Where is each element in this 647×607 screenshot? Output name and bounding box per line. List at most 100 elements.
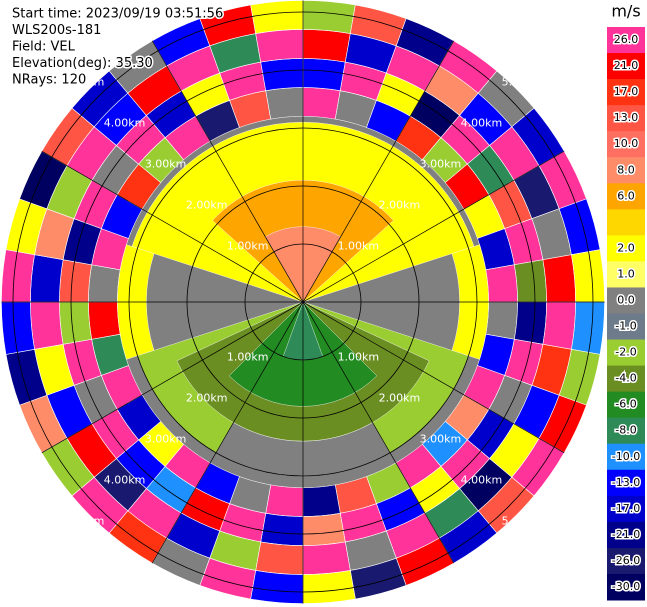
noise-gate [59,301,93,345]
range-label: 3.00km [420,158,462,171]
colorbar-segment [607,209,645,236]
noise-gate [542,301,576,350]
noise-gate [1,249,35,303]
colorbar-label: 2.0 [617,241,635,254]
colorbar-segment [607,365,645,393]
colorbar-title: m/s [611,2,640,21]
range-label: 1.00km [227,350,269,363]
noise-gate [302,484,341,517]
range-label: 3.00km [145,158,187,171]
noise-gate [265,87,304,120]
noise-gate [88,301,121,340]
colorbar-label: 0.0 [617,293,635,306]
colorbar-label: 21.0 [614,59,639,72]
range-ring [128,127,478,477]
noise-gate [485,264,518,303]
header-line: WLS200s-181 [12,23,101,38]
header-line: Field: VEL [12,40,76,55]
header-line: NRays: 120 [12,73,86,88]
range-label: 5.00km [502,514,544,527]
noise-gate [250,0,304,34]
colorbar-label: 8.0 [617,163,635,176]
noise-gate [302,512,346,546]
noise-gate [30,254,64,303]
noise-gate [255,541,304,575]
colorbar-label: -17.0 [612,502,640,515]
colorbar-segment [607,573,645,601]
range-label: 3.00km [420,432,462,445]
colorbar-segment [607,157,645,184]
noise-gate [88,264,121,303]
colorbar-label: -30.0 [612,580,640,593]
noise-gate [302,0,356,34]
range-label: 5.00km [63,76,105,89]
colorbar-segment [607,469,645,497]
colorbar-label: -21.0 [612,528,640,541]
colorbar-label: 10.0 [614,137,639,150]
colorbar-segment [607,391,645,419]
range-label: 2.00km [186,199,228,212]
noise-gate [302,570,356,604]
noise-gate [302,541,351,575]
colorbar-segment [607,495,645,523]
range-label: 5.00km [502,76,544,89]
range-label: 1.00km [227,240,269,253]
colorbar-label: 1.0 [617,267,635,280]
noise-gate [255,29,304,63]
colorbar-label: -1.0 [615,320,636,333]
colorbar-label: -8.0 [615,424,636,437]
colorbar-segment [607,105,645,132]
range-ring [12,11,594,593]
colorbar-segment [607,417,645,445]
colorbar-segment [607,339,645,367]
colorbar: m/s 26.0 21.0 17.0 13.0 10.0 8.0 6.0 2.0 1.0 0.0 -1… [607,2,645,601]
noise-gate [30,301,64,350]
range-label: 5.00km [63,514,105,527]
noise-gate [250,570,304,604]
noise-gate [1,301,35,355]
header: Start time: 2023/09/19 03:51:56WLS200s-1… [11,5,225,89]
colorbar-label: -26.0 [612,554,640,567]
colorbar-label: 13.0 [614,111,639,124]
noise-gate [571,249,605,303]
colorbar-label: -2.0 [615,346,636,359]
colorbar-segment [607,131,645,158]
colorbar-label: 26.0 [614,33,639,46]
colorbar-segment [607,287,645,314]
noise-gate [265,484,304,517]
noise-gate [571,301,605,355]
colorbar-segment [607,183,645,210]
colorbar-label: 6.0 [617,189,635,202]
colorbar-segment [607,443,645,471]
noise-gate [542,254,576,303]
noise-gate [513,259,547,303]
range-label: 4.00km [461,473,503,486]
overlay: 1.00km 1.00km 1.00km 1.00km 2.00km 2.00km 2.00… [1,0,605,604]
spoke [151,40,455,564]
colorbar-segment [607,27,645,54]
colorbar-label: -13.0 [612,476,640,489]
colorbar-segment [607,235,645,262]
header-line: Elevation(deg): 35.30 [12,56,153,71]
range-label: 4.00km [104,473,146,486]
header-line: Start time: 2023/09/19 03:51:56 [12,7,223,22]
range-ring [70,69,536,535]
noise-gate [260,512,304,546]
noise-gate [302,58,346,92]
range-label: 4.00km [461,117,503,130]
range-label: 1.00km [338,240,380,253]
colorbar-segment [607,547,645,575]
colorbar-label: -10.0 [612,450,640,463]
noise-gate [302,29,351,63]
colorbar-segment [607,261,645,288]
colorbar-label: -6.0 [615,398,636,411]
noise-gate [302,87,341,120]
noise-gate [513,301,547,345]
colorbar-segment [607,79,645,106]
range-ring [186,185,420,419]
range-label: 2.00km [379,391,421,404]
colorbar-segment [607,53,645,80]
colorbar-segment [607,521,645,549]
colorbar-label: -4.0 [615,372,636,385]
